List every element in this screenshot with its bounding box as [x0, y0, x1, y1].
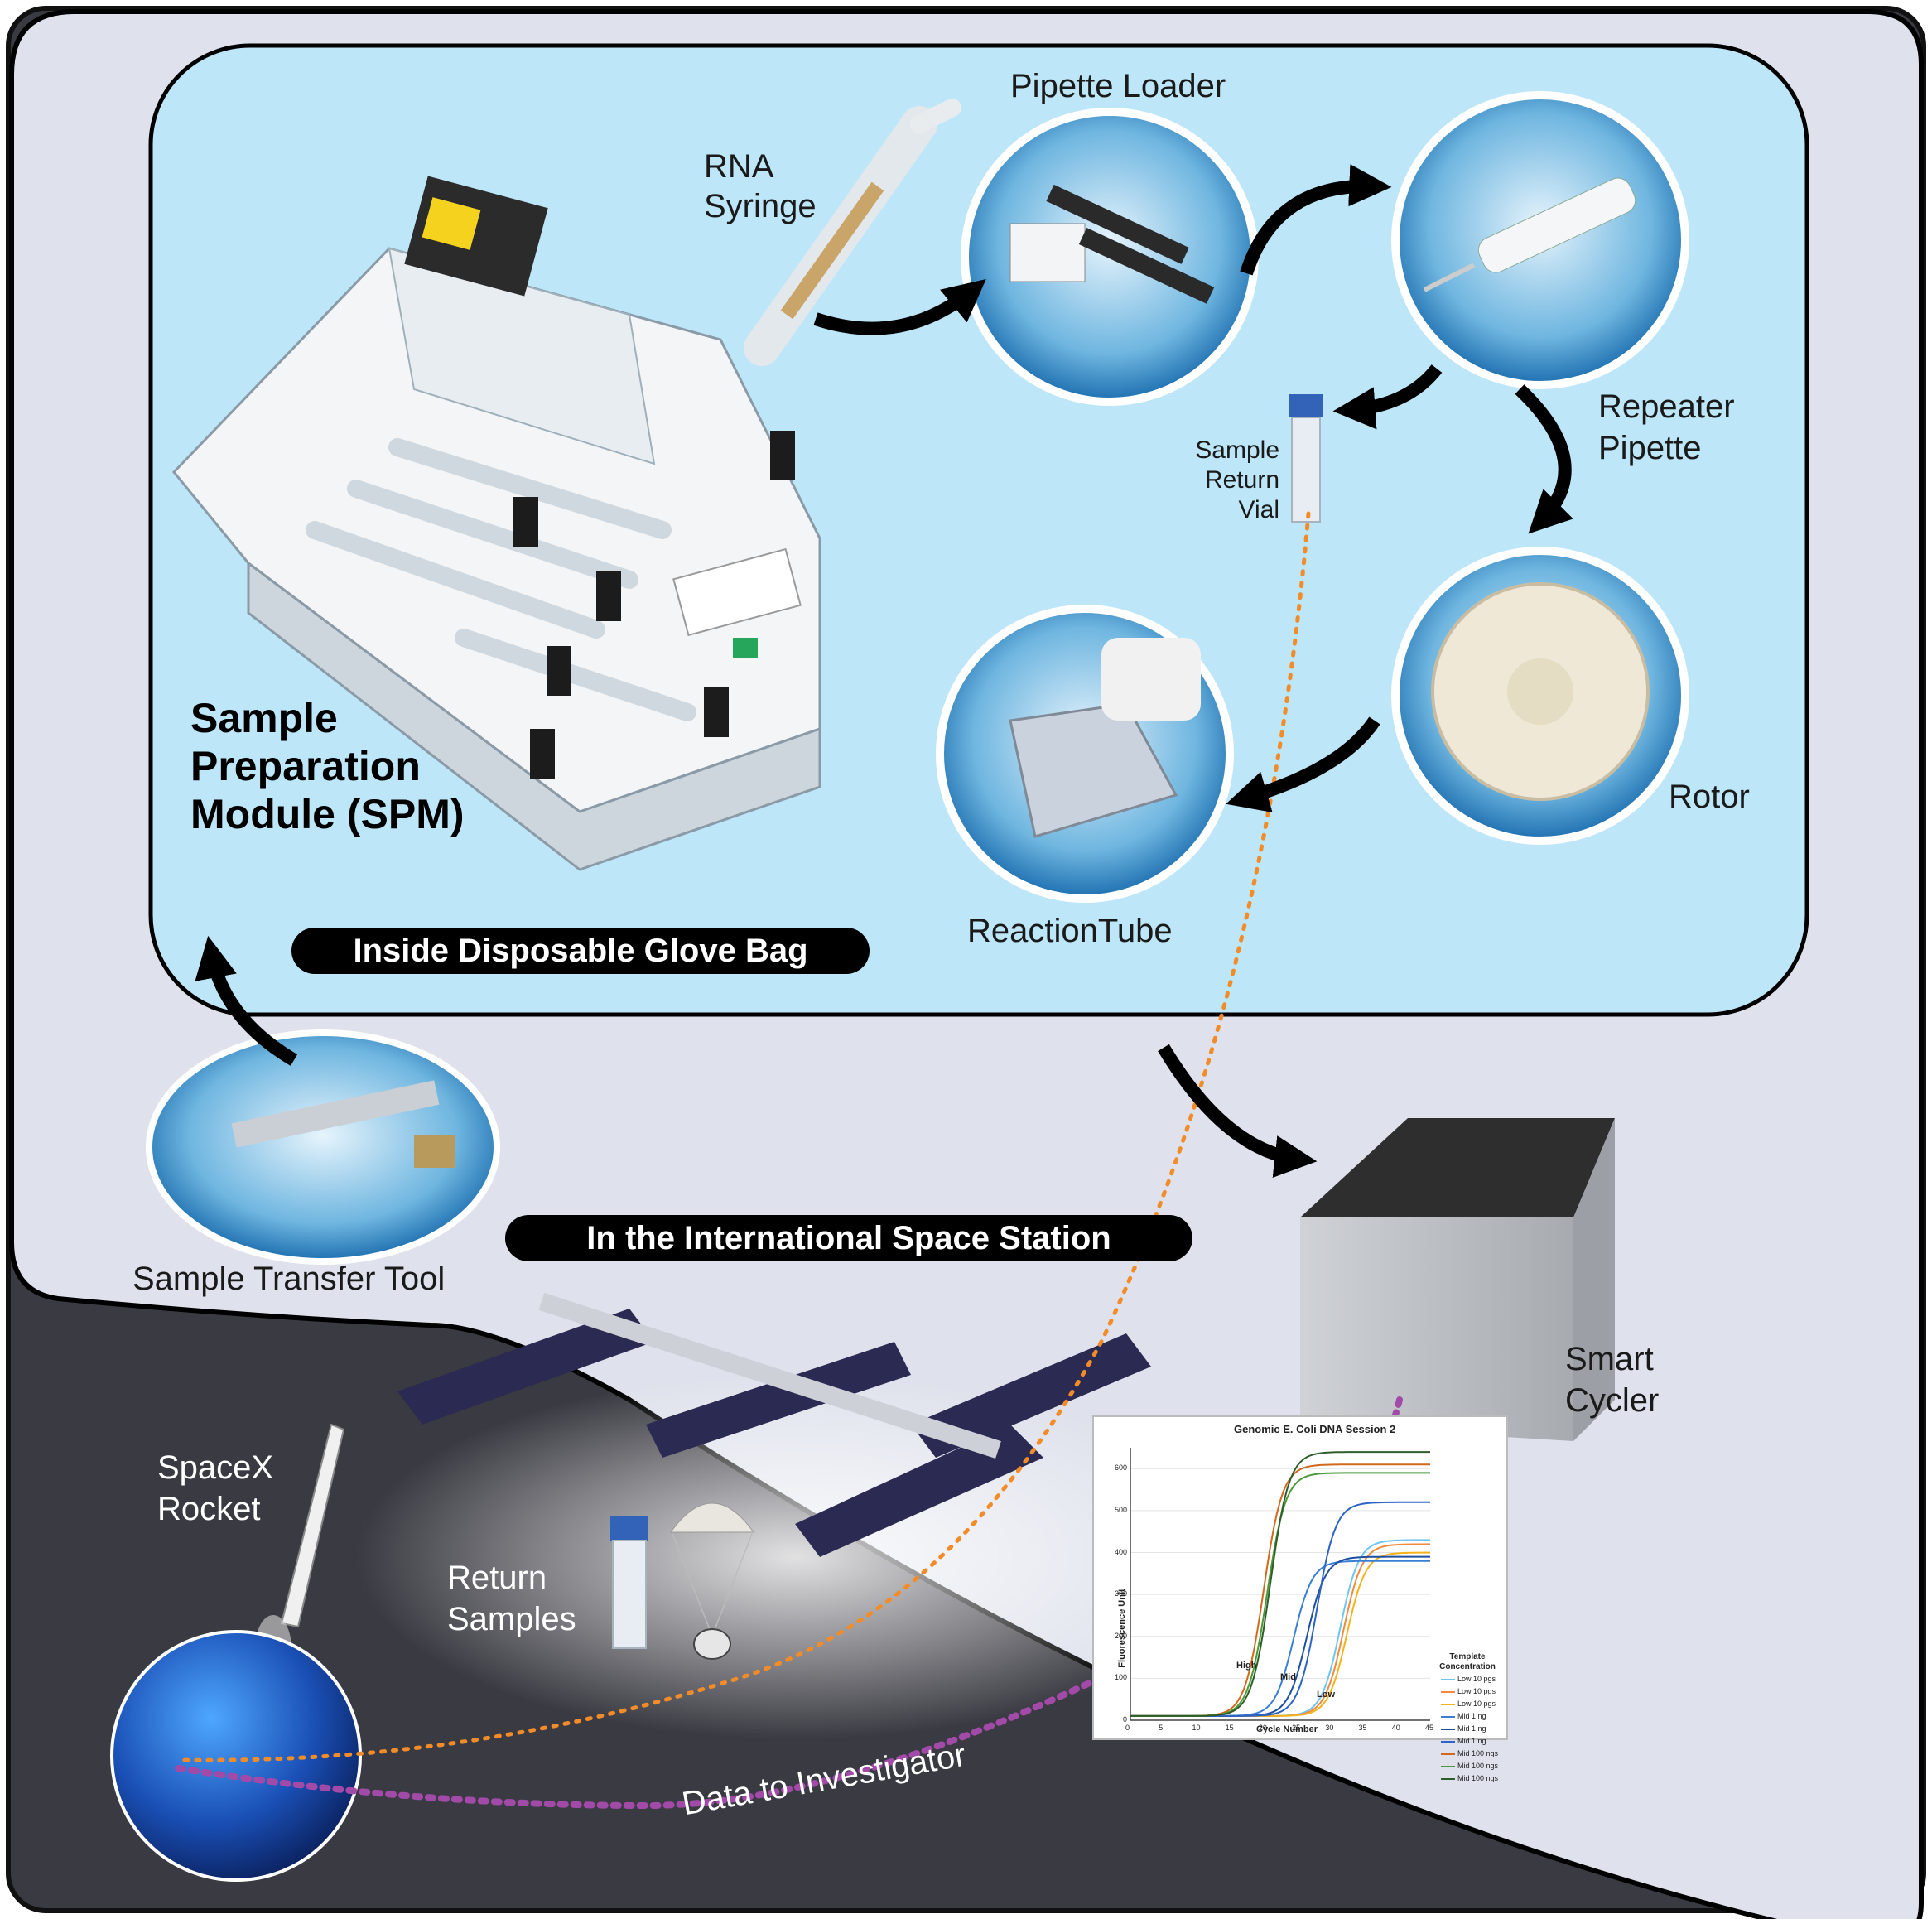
- return-samples-label-line1: Return: [447, 1560, 547, 1596]
- iss-section-label: In the International Space Station: [505, 1215, 1192, 1261]
- chart-y-tick-label: 400: [1114, 1547, 1127, 1556]
- chart-x-tick-label: 45: [1425, 1724, 1434, 1732]
- chart-legend-item: Mid 1 ng: [1457, 1724, 1486, 1733]
- reaction-tube-label: ReactionTube: [967, 913, 1173, 949]
- chart-legend-item: Low 10 pgs: [1457, 1700, 1496, 1708]
- chart-y-axis-label: Fluorescence Unit: [1117, 1589, 1127, 1668]
- repeater-pipette-label-line2: Pipette: [1598, 430, 1702, 466]
- chart-legend-item: Mid 1 ng: [1457, 1712, 1486, 1720]
- return-samples: [610, 1502, 754, 1660]
- spm-label-line1: Sample: [190, 695, 338, 741]
- chart-x-tick-label: 0: [1125, 1724, 1130, 1732]
- rna-syringe-label-line1: RNA: [704, 148, 774, 185]
- sample-transfer-tool-label: Sample Transfer Tool: [132, 1261, 446, 1297]
- chart-x-axis-label: Cycle Number: [1256, 1724, 1318, 1734]
- chart-curve-label: High: [1236, 1661, 1257, 1671]
- spm-device: [171, 176, 821, 871]
- arrow-rotor-to-tube: [1226, 716, 1380, 812]
- space-station: [356, 1292, 1234, 1739]
- rna-syringe: [744, 99, 961, 366]
- chart-x-tick-label: 15: [1225, 1724, 1234, 1732]
- rna-syringe-label-line2: Syringe: [704, 188, 817, 224]
- chart-x-tick-label: 20: [1258, 1724, 1267, 1732]
- smart-cycler: [1300, 1118, 1615, 1441]
- chart-x-tick-label: 30: [1325, 1724, 1334, 1732]
- chart-series-line: [1130, 1451, 1430, 1717]
- chart-y-tick-label: 600: [1114, 1463, 1127, 1473]
- rotor-photo: [1391, 547, 1689, 845]
- orange-sample-path: [176, 511, 1311, 1762]
- arrow-tool-to-glovebag: [195, 935, 298, 1066]
- chart-legend-item: Mid 100 ngs: [1457, 1762, 1499, 1770]
- chart-x-tick-label: 40: [1391, 1724, 1400, 1732]
- return-samples-label-line2: Samples: [447, 1601, 576, 1637]
- sample-transfer-tool-photo: [146, 1029, 500, 1265]
- sample-return-vial: [1289, 394, 1323, 523]
- chart-curve-label: Low: [1317, 1690, 1335, 1700]
- chart-curve-label: Mid: [1280, 1672, 1296, 1682]
- chart-x-tick-label: 35: [1358, 1724, 1367, 1732]
- repeater-pipette-label-line1: Repeater: [1598, 388, 1735, 425]
- smart-cycler-label-line2: Cycler: [1565, 1382, 1660, 1419]
- arrow-syringe-to-loader: [813, 278, 986, 335]
- sample-return-vial-label-line2: Return: [1204, 466, 1279, 494]
- chart-legend-item: Mid 100 ngs: [1457, 1774, 1499, 1782]
- chart-legend-item: Low 10 pgs: [1457, 1687, 1496, 1695]
- spm-label-line3: Module (SPM): [190, 791, 465, 837]
- spm-label-line2: Preparation: [190, 743, 421, 789]
- chart-y-tick-label: 200: [1114, 1631, 1127, 1640]
- glove-bag-section-label: Inside Disposable Glove Bag: [291, 928, 870, 974]
- sample-return-vial-label-line3: Vial: [1238, 496, 1279, 523]
- chart-x-tick-label: 10: [1192, 1724, 1201, 1732]
- chart-y-tick-label: 0: [1122, 1715, 1127, 1724]
- arrow-loader-to-repeater: [1240, 164, 1392, 276]
- chart-x-tick-label: 25: [1292, 1724, 1301, 1732]
- chart-legend-item: Low 10 pgs: [1457, 1675, 1496, 1683]
- rotor-label: Rotor: [1669, 779, 1750, 815]
- pipette-loader-label: Pipette Loader: [1010, 68, 1226, 104]
- arrow-repeater-to-vial: [1332, 364, 1443, 430]
- chart-legend-item: Mid 100 ngs: [1457, 1749, 1499, 1757]
- arrow-repeater-to-rotor: [1515, 384, 1573, 534]
- chart-legend-item: Mid 1 ng: [1457, 1737, 1486, 1745]
- repeater-pipette-photo: [1391, 91, 1689, 389]
- chart-legend-title: Template Concentration: [1439, 1652, 1496, 1671]
- chart-plot: [1130, 1448, 1455, 1780]
- chart-y-tick-label: 500: [1114, 1505, 1127, 1514]
- smart-cycler-label-line1: Smart: [1565, 1341, 1654, 1377]
- chart-x-tick-label: 5: [1159, 1724, 1164, 1732]
- chart-y-tick-label: 300: [1114, 1589, 1127, 1598]
- earth: [110, 1630, 362, 1882]
- chart-panel: [1092, 1415, 1508, 1740]
- chart-y-tick-label: 100: [1114, 1673, 1127, 1682]
- spacex-rocket-label-line1: SpaceX: [157, 1449, 274, 1486]
- reaction-tube-photo: [936, 605, 1234, 903]
- spacex-rocket-label-line2: Rocket: [157, 1491, 261, 1527]
- arrow-glovebag-to-cycler: [1158, 1044, 1318, 1179]
- pipette-loader-photo: [961, 108, 1259, 406]
- chart-title: Genomic E. Coli DNA Session 2: [1234, 1423, 1396, 1435]
- sample-return-vial-label-line1: Sample: [1195, 436, 1279, 464]
